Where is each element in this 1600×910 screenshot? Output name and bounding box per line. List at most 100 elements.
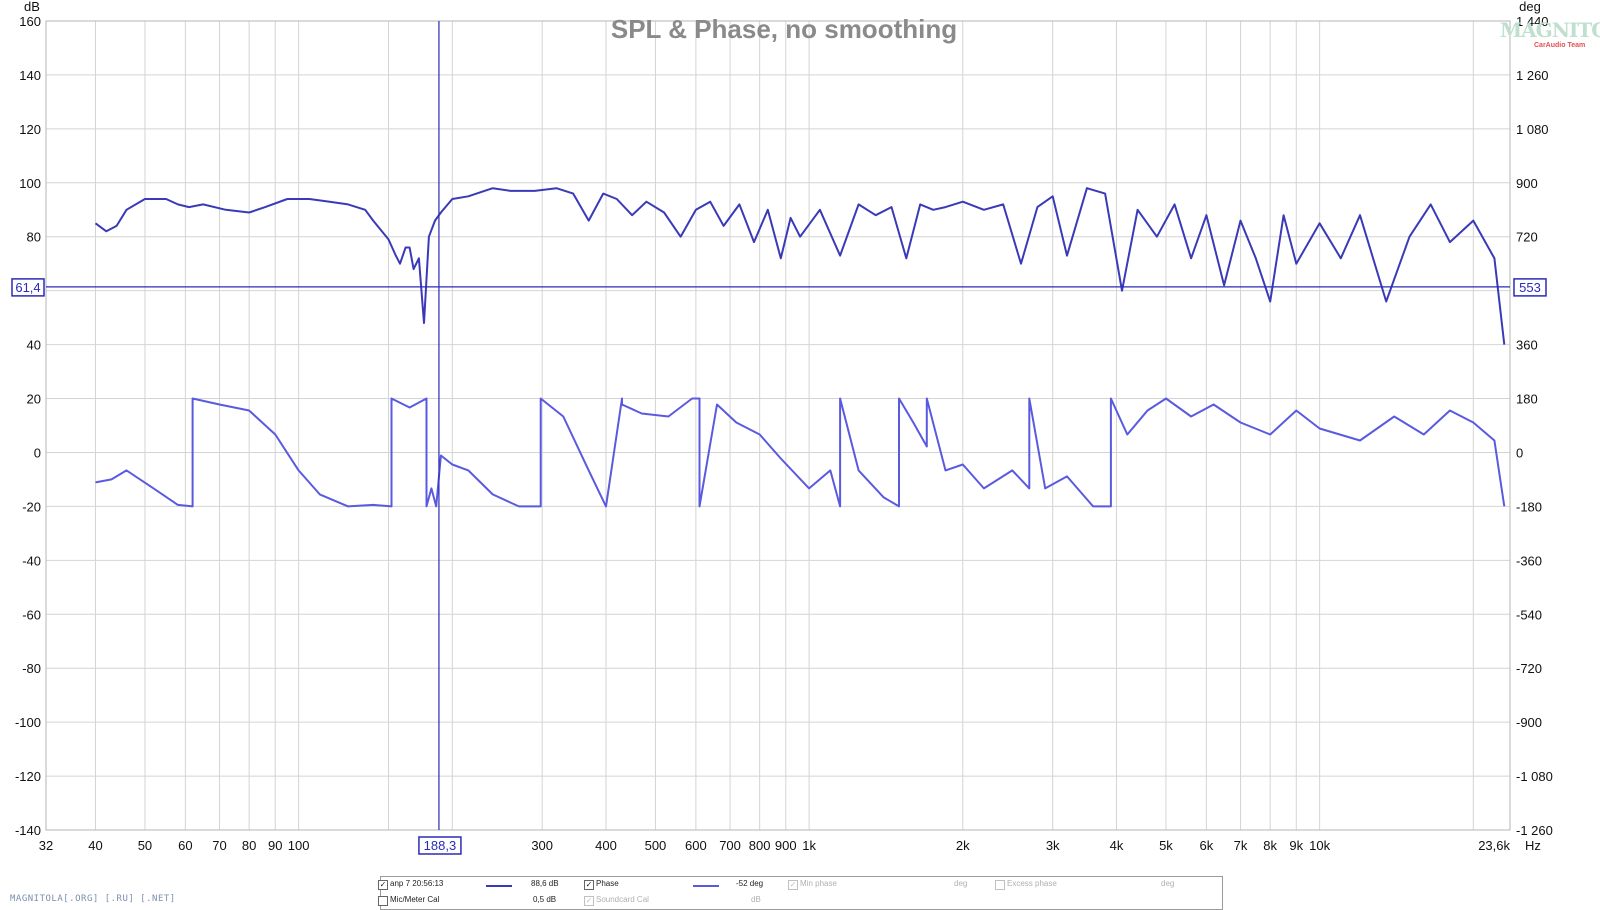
left-tick-label: -140 <box>15 823 41 838</box>
x-tick-label: 100 <box>288 838 310 853</box>
right-tick-label: -720 <box>1516 661 1542 676</box>
left-tick-label: -40 <box>22 553 41 568</box>
left-tick-label: -60 <box>22 607 41 622</box>
excess-phase-checkbox[interactable] <box>995 880 1005 890</box>
cursor-x-label: 188,3 <box>424 838 457 853</box>
min-phase-checkbox[interactable]: ✓ <box>788 880 798 890</box>
x-tick-label: 70 <box>212 838 226 853</box>
right-tick-label: 180 <box>1516 392 1538 407</box>
trace-line-swatch <box>486 885 512 887</box>
excess-phase-label: Excess phase <box>1007 879 1057 888</box>
right-axis-ticks: 1 440 1 260 1 080 900 720 360 180 0 -180 -360 -540… <box>1516 14 1553 838</box>
x-tick-label: 2k <box>956 838 970 853</box>
cursor-x-box <box>418 836 462 855</box>
left-tick-label: 80 <box>27 230 41 245</box>
right-tick-label: -900 <box>1516 715 1542 730</box>
cursor-y-right-label: 553 <box>1519 280 1541 295</box>
excess-phase-unit: deg <box>1161 879 1175 888</box>
mic-cal-label: Mic/Meter Cal <box>390 895 440 904</box>
x-tick-label: 900 <box>775 838 797 853</box>
right-tick-label: 1 080 <box>1516 122 1549 137</box>
soundcard-cal-label: Soundcard Cal <box>596 895 649 904</box>
right-tick-label: -540 <box>1516 607 1542 622</box>
x-tick-label: 23,6k <box>1478 838 1510 853</box>
x-axis-unit: Hz <box>1525 838 1541 853</box>
logo-subtext: CarAudio Team <box>1534 42 1586 49</box>
right-axis-unit: deg <box>1519 0 1541 14</box>
x-tick-label: 300 <box>531 838 553 853</box>
left-tick-label: 120 <box>19 122 41 137</box>
left-axis-ticks: 160 140 120 100 80 40 20 0 -20 -40 -60 -80 -100 -120 -… <box>15 14 41 838</box>
spl-series-line <box>94 187 1506 345</box>
trace-checkbox[interactable]: ✓ <box>378 880 388 890</box>
x-tick-label: 10k <box>1309 838 1330 853</box>
left-tick-label: 100 <box>19 176 41 191</box>
cursor-y-left-box <box>11 278 45 297</box>
phase-label: Phase <box>596 879 619 888</box>
right-tick-label: -1 080 <box>1516 769 1553 784</box>
right-tick-label: 720 <box>1516 230 1538 245</box>
x-tick-label: 60 <box>178 838 192 853</box>
x-tick-label: 40 <box>88 838 102 853</box>
x-tick-label: 6k <box>1200 838 1214 853</box>
phase-checkbox[interactable]: ✓ <box>584 880 594 890</box>
right-tick-label: -180 <box>1516 499 1542 514</box>
series-layer <box>94 187 1506 508</box>
min-phase-unit: deg <box>954 879 968 888</box>
cursor-y-left-label: 61,4 <box>15 280 40 295</box>
x-tick-label: 800 <box>749 838 771 853</box>
right-tick-label: 1 260 <box>1516 68 1549 83</box>
x-tick-label: 9k <box>1289 838 1303 853</box>
logo-text: MAGNITOLA <box>1500 18 1600 42</box>
x-tick-label: 5k <box>1159 838 1173 853</box>
left-tick-label: -120 <box>15 769 41 784</box>
right-tick-label: -1 260 <box>1516 823 1553 838</box>
phase-line-swatch <box>693 885 719 887</box>
left-tick-label: -100 <box>15 715 41 730</box>
trace-value: 88,6 dB <box>531 879 559 888</box>
right-tick-label: 360 <box>1516 338 1538 353</box>
cursor-layer[interactable]: 188,3 61,4 553 <box>11 21 1547 855</box>
mic-cal-checkbox[interactable] <box>378 896 388 906</box>
magnitola-logo: MAGNITOLA CarAudio Team <box>1500 18 1600 50</box>
x-tick-label: 600 <box>685 838 707 853</box>
trace-name: anp 7 20:56:13 <box>390 879 444 888</box>
legend-row-calibration: Mic/Meter Cal 0,5 dB ✓ Soundcard Cal dB <box>378 893 1222 909</box>
x-tick-label: 8k <box>1263 838 1277 853</box>
min-phase-label: Min phase <box>800 879 837 888</box>
left-tick-label: 160 <box>19 14 41 29</box>
watermark-text: MAGNITOLA[.ORG] [.RU] [.NET] <box>10 894 176 904</box>
x-tick-label: 400 <box>595 838 617 853</box>
x-tick-label: 7k <box>1234 838 1248 853</box>
plot-frame <box>45 20 1511 831</box>
left-tick-label: -80 <box>22 661 41 676</box>
soundcard-cal-checkbox[interactable]: ✓ <box>584 896 594 906</box>
chart-title: SPL & Phase, no smoothing <box>611 14 957 44</box>
x-tick-label: 1k <box>802 838 816 853</box>
phase-series-line <box>95 397 1506 508</box>
left-tick-label: 20 <box>27 392 41 407</box>
left-tick-label: -20 <box>22 499 41 514</box>
x-tick-label: 50 <box>138 838 152 853</box>
right-tick-label: -360 <box>1516 553 1542 568</box>
left-tick-label: 0 <box>34 445 41 460</box>
x-tick-label: 32 <box>39 838 53 853</box>
x-tick-label: 80 <box>242 838 256 853</box>
x-tick-label: 500 <box>645 838 667 853</box>
legend-row-measurement: ✓ anp 7 20:56:13 88,6 dB ✓ Phase -52 deg… <box>378 877 1222 893</box>
x-tick-label: 3k <box>1046 838 1060 853</box>
phase-value: -52 deg <box>736 879 764 888</box>
right-tick-label: 1 440 <box>1516 14 1549 29</box>
left-tick-label: 40 <box>27 338 41 353</box>
soundcard-cal-unit: dB <box>751 895 761 904</box>
x-tick-label: 90 <box>268 838 282 853</box>
x-tick-label: 700 <box>719 838 741 853</box>
right-tick-label: 0 <box>1516 445 1523 460</box>
x-axis-ticks: 32 40 50 60 70 80 90 100 300 400 500 600 700 800 900 1k… <box>39 838 1511 853</box>
left-axis-unit: dB <box>24 0 40 14</box>
x-tick-label: 4k <box>1110 838 1124 853</box>
left-tick-label: 140 <box>19 68 41 83</box>
mic-cal-value: 0,5 dB <box>533 895 557 904</box>
cursor-y-right-box <box>1513 278 1547 297</box>
